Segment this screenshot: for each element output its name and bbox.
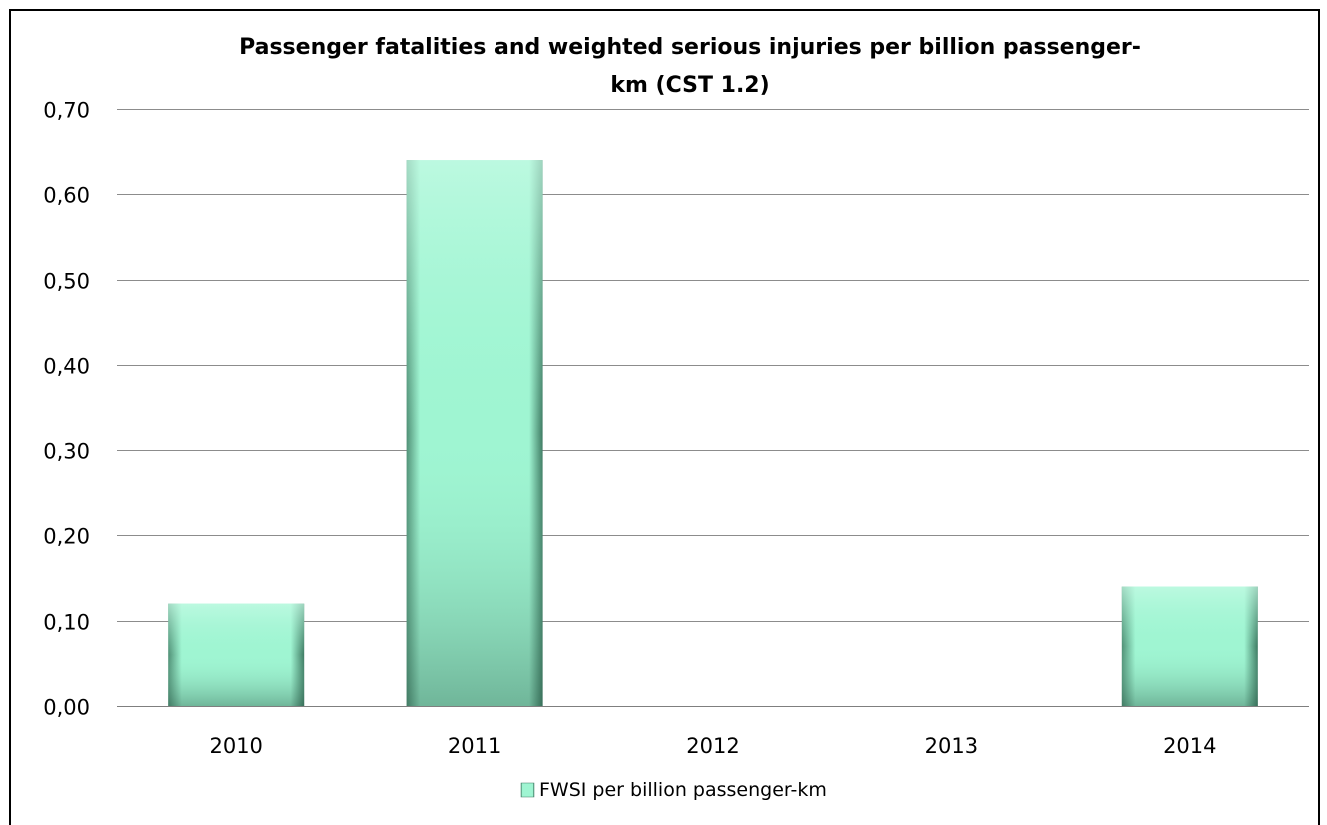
y-tick-label: 0,50 <box>43 270 90 294</box>
chart-title: Passenger fatalities and weighted seriou… <box>239 35 1141 98</box>
y-tick-label: 0,00 <box>43 696 90 720</box>
bar-2014 <box>1121 586 1258 706</box>
legend: FWSI per billion passenger-km <box>520 779 827 801</box>
x-tick-label: 2013 <box>925 734 978 758</box>
y-axis-tick-labels: 0,00 0,10 0,20 0,30 0,40 0,50 0,60 0,70 <box>43 99 90 720</box>
y-tick-label: 0,70 <box>43 99 90 123</box>
chart-title-line-2: km (CST 1.2) <box>610 73 769 98</box>
x-tick-label: 2011 <box>448 734 501 758</box>
bar-2011 <box>406 160 543 706</box>
legend-label: FWSI per billion passenger-km <box>539 779 827 801</box>
y-tick-label: 0,60 <box>43 184 90 208</box>
x-axis-tick-labels: 2010 2011 2012 2013 2014 <box>209 734 1216 758</box>
bars <box>168 160 1258 706</box>
bar-shading <box>168 603 305 706</box>
y-tick-label: 0,20 <box>43 525 90 549</box>
y-tick-label: 0,30 <box>43 440 90 464</box>
gridlines <box>117 109 1309 707</box>
y-tick-label: 0,40 <box>43 355 90 379</box>
y-tick-label: 0,10 <box>43 611 90 635</box>
x-tick-label: 2014 <box>1163 734 1216 758</box>
bar-shading <box>1121 586 1258 706</box>
x-tick-label: 2010 <box>209 734 262 758</box>
chart-title-line-1: Passenger fatalities and weighted seriou… <box>239 35 1141 60</box>
x-tick-label: 2012 <box>686 734 739 758</box>
legend-swatch <box>520 782 535 798</box>
bar-2010 <box>168 603 305 706</box>
bar-shading <box>406 160 543 706</box>
